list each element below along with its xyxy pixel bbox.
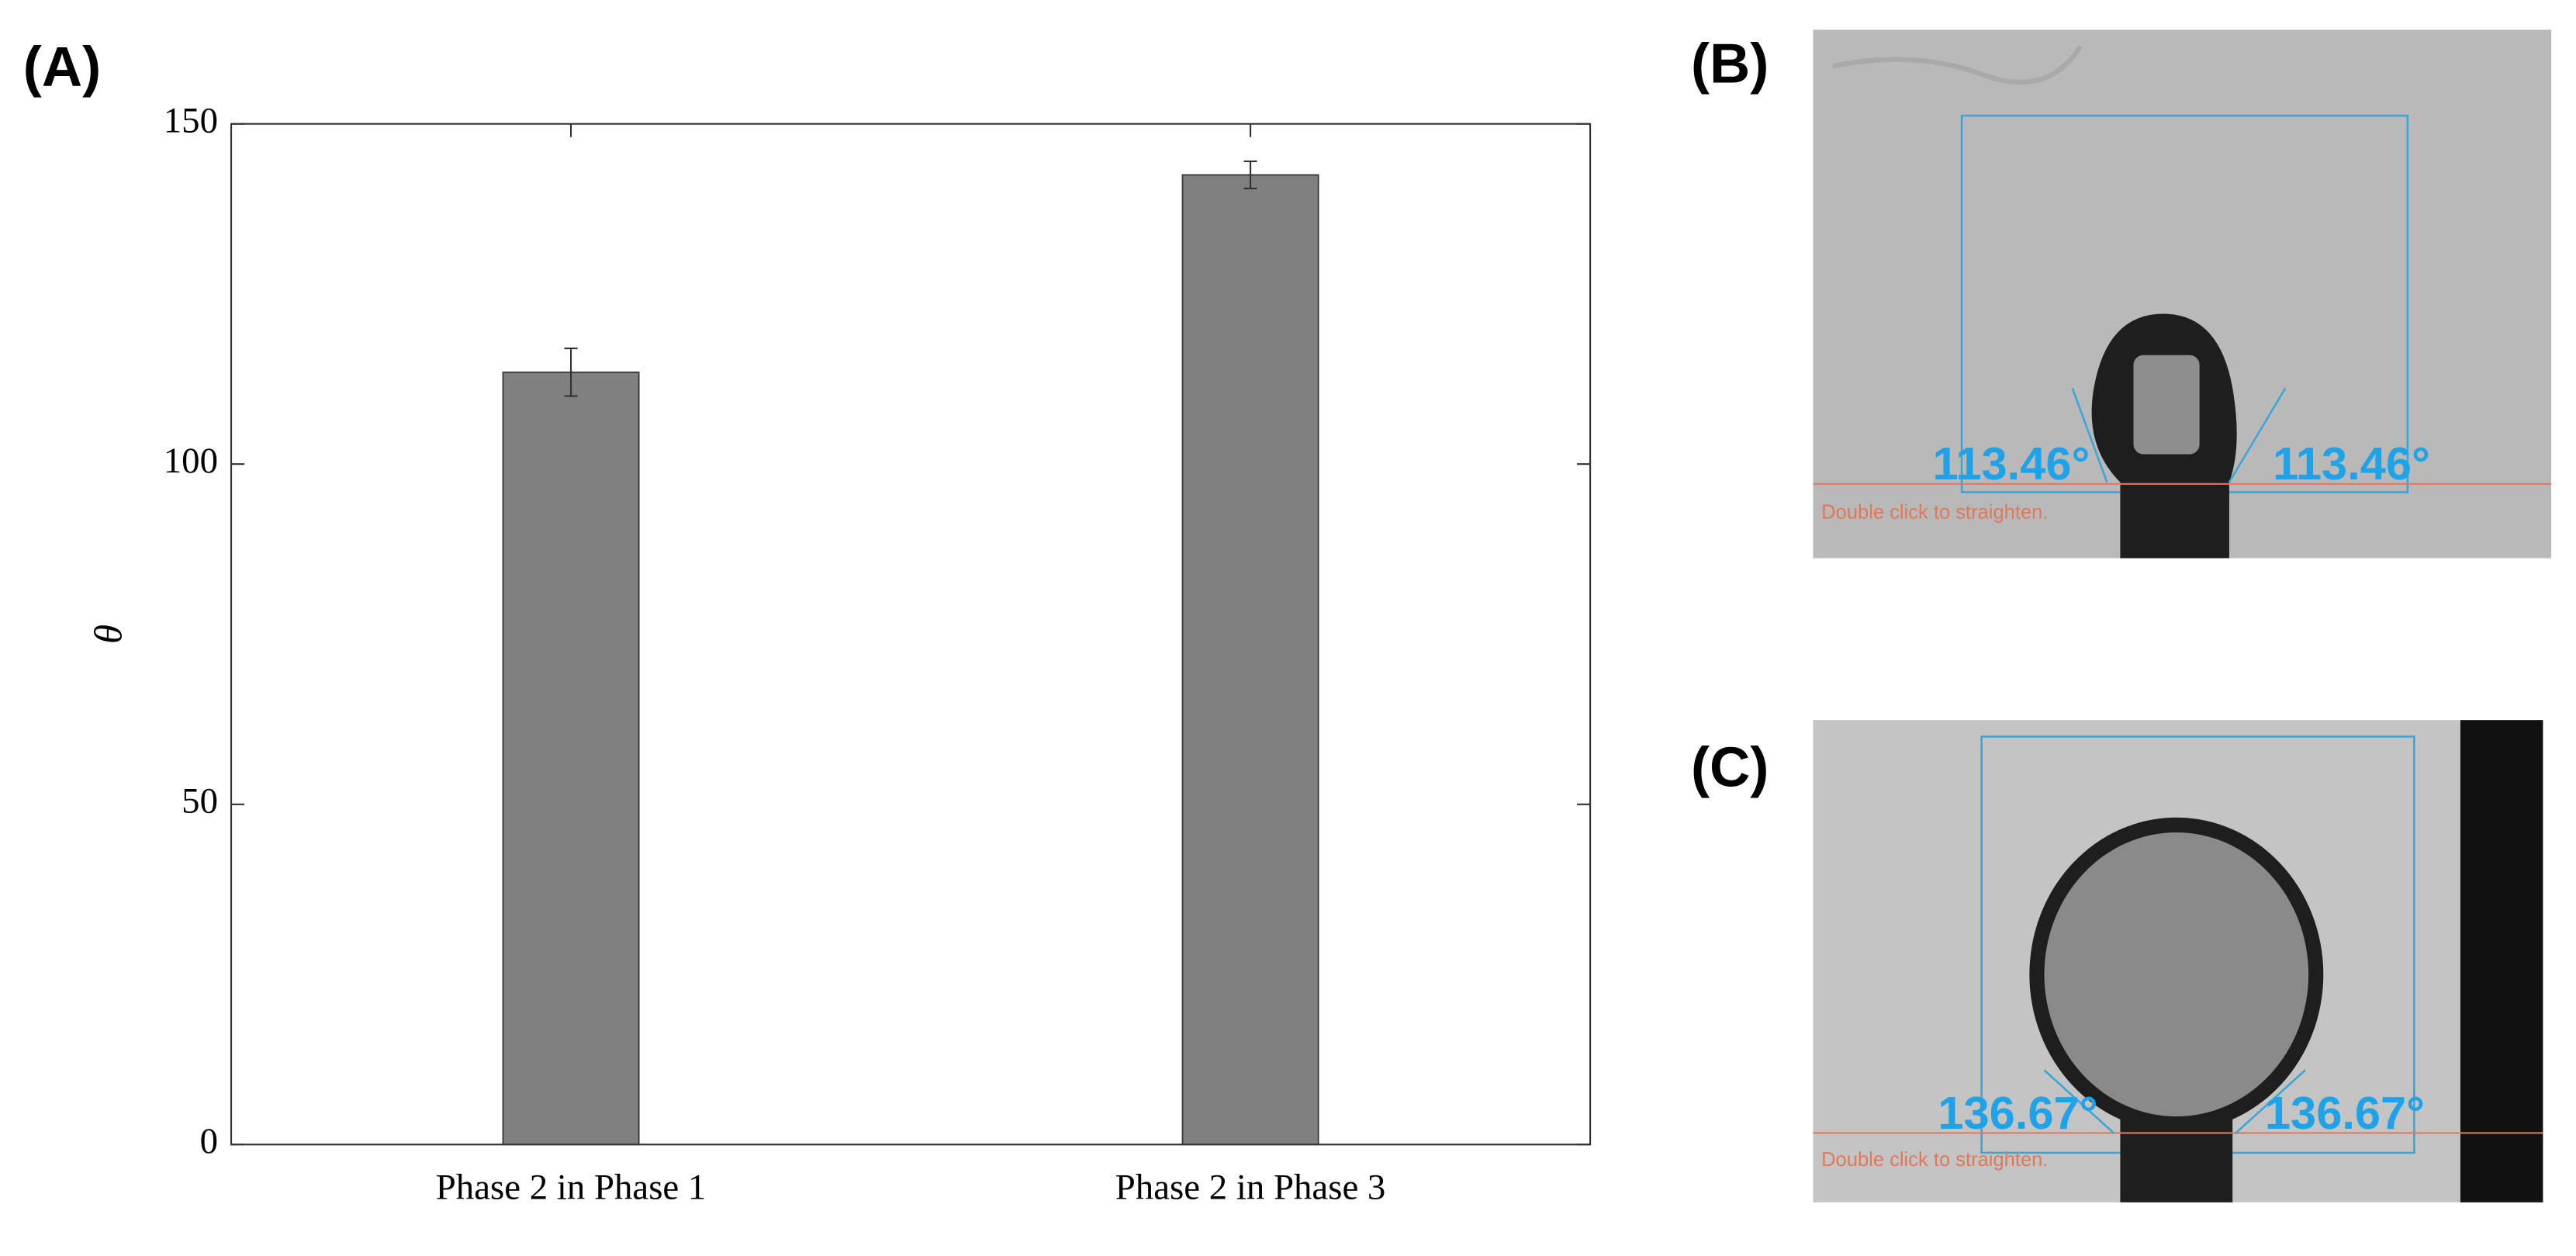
contact-angle-right: 136.67° xyxy=(2265,1087,2425,1139)
texture xyxy=(1832,44,2083,85)
tangent xyxy=(2228,387,2287,483)
y-tick-label: 0 xyxy=(200,1121,218,1161)
tangent xyxy=(2071,387,2108,483)
contact-angle-right: 113.46° xyxy=(2273,438,2430,490)
panel-label: (C) xyxy=(1691,735,1769,798)
droplet-interior xyxy=(2044,832,2309,1117)
dark-edge xyxy=(2460,720,2543,1202)
contact-angle-left: 136.67° xyxy=(1938,1087,2097,1139)
bar-chart: 0 50 100 150 θ Phase 2 in Phase 1 Phase 2 in P… xyxy=(86,100,1592,1208)
bar xyxy=(502,371,640,1146)
tangent xyxy=(2043,1069,2114,1134)
x-tick-label: Phase 2 in Phase 3 xyxy=(1115,1168,1386,1208)
contact-angle-left: 113.46° xyxy=(1933,438,2090,490)
photo-b: 113.46° 113.46° Double click to straight… xyxy=(1813,29,2552,559)
hint: Double click to straighten. xyxy=(1821,501,2048,523)
photo-c: 136.67° 136.67° Double click to straight… xyxy=(1813,720,2543,1202)
y-tick-label: 50 xyxy=(182,781,218,822)
panel-label: (B) xyxy=(1691,32,1769,95)
plot-frame xyxy=(230,123,1592,1146)
y-axis-label: θ xyxy=(86,625,130,644)
y-tick-label: 100 xyxy=(164,441,218,481)
panel-label: (A) xyxy=(23,36,101,99)
y-tick-label: 150 xyxy=(164,100,218,140)
x-tick-label: Phase 2 in Phase 1 xyxy=(436,1168,707,1208)
hint: Double click to straighten. xyxy=(1821,1149,2048,1171)
highlight xyxy=(2133,355,2200,455)
bar xyxy=(1181,174,1319,1146)
tangent xyxy=(2235,1069,2306,1134)
